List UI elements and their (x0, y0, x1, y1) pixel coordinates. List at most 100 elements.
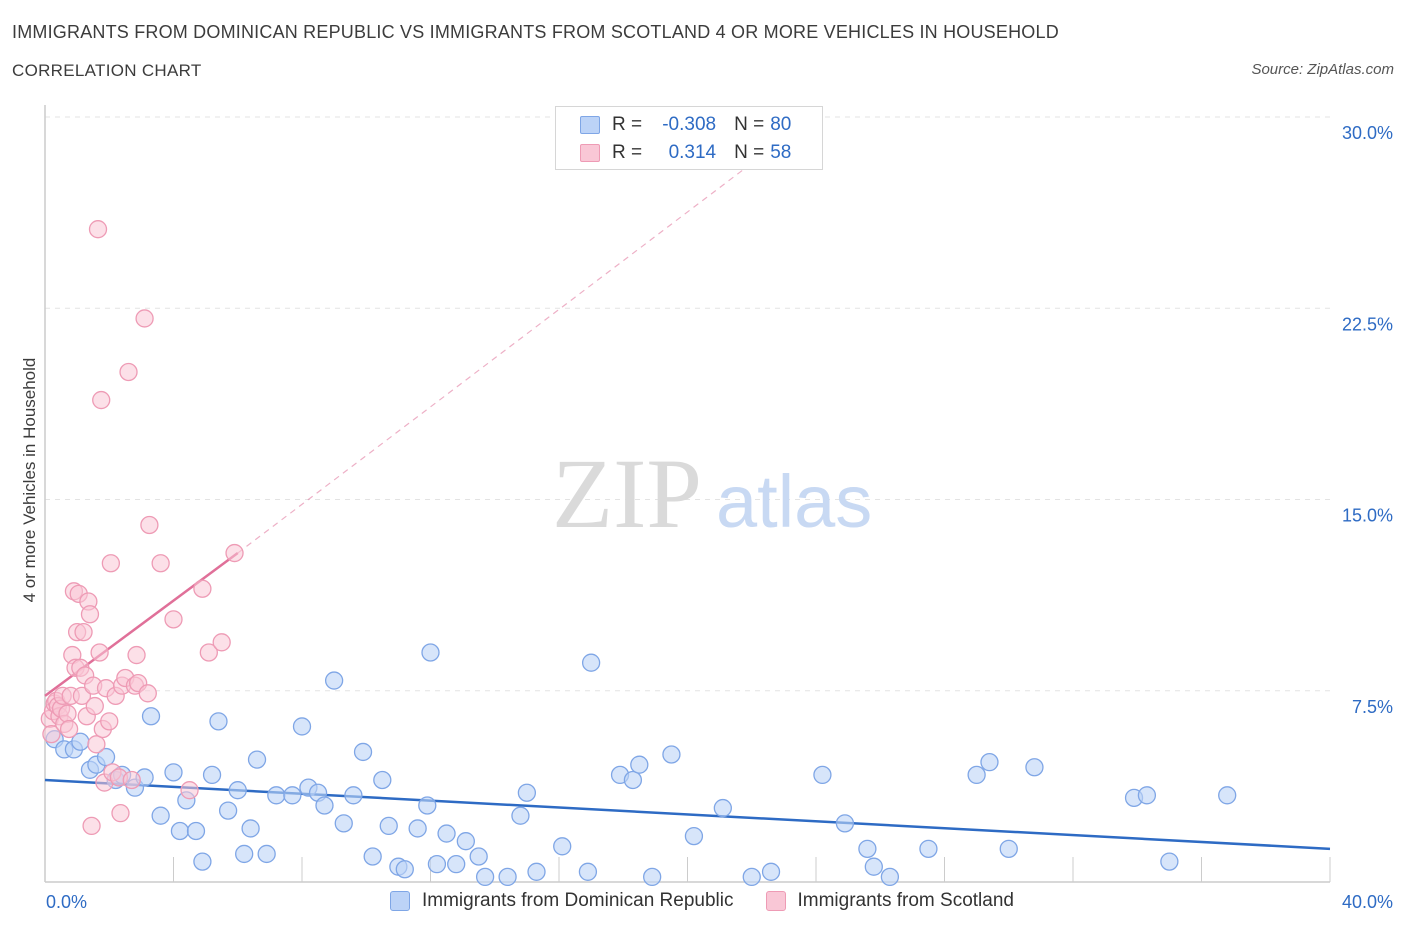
legend-row-dominican: R = -0.308 N = 80 (580, 112, 791, 138)
data-point-dominican (315, 796, 334, 815)
legend-label-scotland: Immigrants from Scotland (797, 890, 1014, 911)
data-point-dominican (684, 826, 704, 846)
watermark-atlas: atlas (716, 460, 872, 543)
correlation-legend: R = -0.308 N = 80 R = 0.314 N = 58 (555, 106, 823, 170)
data-point-scotland (42, 724, 61, 744)
data-point-dominican (742, 867, 761, 887)
data-point-scotland (138, 684, 157, 703)
data-point-scotland (164, 610, 183, 629)
data-point-scotland (82, 816, 101, 836)
data-point-dominican (257, 844, 276, 864)
data-point-dominican (421, 643, 440, 662)
data-point-dominican (527, 862, 546, 881)
data-point-dominican (228, 781, 247, 800)
data-point-dominican (553, 837, 572, 856)
data-point-dominican (919, 839, 938, 858)
legend-n-value: 58 (770, 142, 792, 163)
data-point-dominican (447, 855, 466, 874)
data-point-scotland (72, 686, 92, 705)
series-scotland (40, 220, 244, 836)
data-point-scotland (87, 735, 106, 754)
data-point-dominican (395, 860, 414, 879)
legend-swatch-blue (580, 116, 600, 134)
data-point-scotland (59, 719, 79, 739)
y-tick-label: 15.0% (1342, 506, 1393, 526)
data-point-dominican (164, 763, 183, 782)
legend-r-value: 0.314 (668, 142, 717, 163)
data-point-scotland (127, 645, 146, 665)
data-point-dominican (835, 814, 855, 833)
series-dominican-republic (45, 643, 1237, 887)
data-point-dominican (511, 806, 530, 825)
data-point-dominican (292, 717, 312, 736)
data-point-dominican (218, 801, 238, 820)
data-point-dominican (209, 712, 228, 731)
data-point-dominican (581, 653, 601, 672)
data-point-scotland (80, 605, 100, 624)
data-point-dominican (283, 786, 302, 805)
data-point-scotland (193, 579, 212, 598)
data-point-scotland (119, 362, 138, 382)
data-point-scotland (100, 712, 119, 731)
data-point-dominican (469, 847, 488, 866)
legend-row-scotland: R = 0.314 N = 58 (580, 140, 791, 166)
data-point-scotland (180, 781, 199, 800)
data-point-scotland (101, 554, 121, 573)
data-point-dominican (334, 814, 353, 833)
data-point-scotland (88, 220, 108, 239)
data-point-scotland (212, 633, 231, 652)
legend-n-label: N = (734, 114, 765, 135)
data-point-dominican (418, 796, 437, 815)
watermark-zip: ZIP (552, 438, 702, 549)
data-point-scotland (111, 804, 130, 823)
data-point-dominican (880, 867, 900, 887)
data-point-dominican (324, 671, 344, 690)
data-point-dominican (408, 819, 427, 838)
data-point-dominican (427, 855, 447, 874)
data-point-dominican (186, 821, 206, 841)
data-point-dominican (151, 806, 170, 825)
data-point-dominican (193, 852, 212, 871)
data-point-dominican (456, 832, 475, 851)
tick-labels: 7.5% 15.0% 22.5% 30.0% 0.0% 40.0% (46, 123, 1393, 912)
data-point-dominican (498, 867, 517, 887)
data-point-dominican (202, 765, 222, 785)
y-axis-label: 4 or more Vehicles in Household (20, 357, 39, 603)
data-point-dominican (967, 765, 986, 785)
data-point-dominican (363, 847, 382, 866)
data-point-scotland (135, 309, 154, 328)
legend-r-value: -0.308 (662, 114, 717, 135)
data-point-dominican (1025, 758, 1044, 777)
data-point-dominican (235, 844, 254, 864)
data-point-scotland (199, 643, 218, 662)
data-point-dominican (980, 753, 999, 772)
data-point-dominican (1137, 786, 1157, 805)
legend-item-dominican[interactable]: Immigrants from Dominican Republic (390, 890, 734, 912)
data-point-scotland (85, 696, 104, 716)
data-point-dominican (662, 745, 681, 764)
source-label: Source: ZipAtlas.com (1251, 61, 1394, 78)
legend-item-scotland[interactable]: Immigrants from Scotland (765, 890, 1014, 912)
grid-lines (45, 116, 1330, 692)
trend-line-dominican (44, 778, 1331, 851)
x-tick-label: 0.0% (46, 892, 87, 912)
legend-swatch-pink (580, 144, 600, 162)
data-point-dominican (1160, 852, 1179, 871)
data-point-scotland (92, 390, 111, 410)
chart-title: IMMIGRANTS FROM DOMINICAN REPUBLIC VS IM… (12, 22, 1059, 42)
data-point-dominican (267, 786, 286, 805)
series-legend: Immigrants from Dominican Republic Immig… (390, 890, 1046, 912)
data-point-dominican (475, 867, 495, 887)
legend-n-value: 80 (770, 114, 792, 135)
y-tick-label: 22.5% (1342, 314, 1393, 334)
data-point-scotland (140, 515, 159, 535)
data-point-dominican (170, 821, 190, 841)
x-tick-label: 40.0% (1342, 892, 1393, 912)
data-point-dominican (1218, 786, 1237, 805)
data-point-dominican (643, 867, 662, 887)
legend-r-label: R = (612, 142, 643, 163)
data-point-dominican (623, 770, 643, 790)
data-point-dominican (864, 857, 883, 876)
data-point-dominican (437, 824, 456, 843)
